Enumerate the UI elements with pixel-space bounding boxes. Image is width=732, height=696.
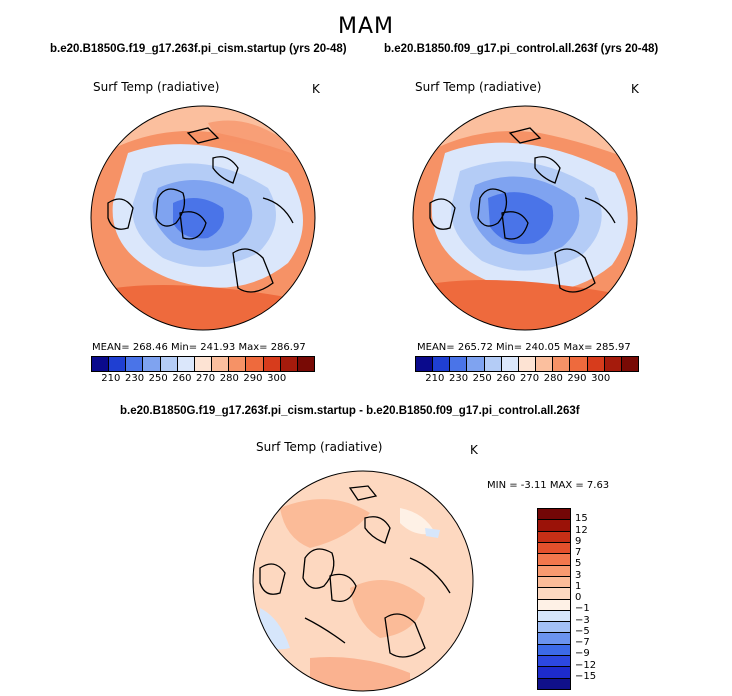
left-polar-map <box>90 105 316 331</box>
diff-variable-label: Surf Temp (radiative) <box>256 440 383 454</box>
left-unit-label: K <box>312 82 320 96</box>
colorbar-swatch <box>538 554 570 566</box>
colorbar-tick-label: 300 <box>267 373 287 384</box>
right-polar-map <box>412 105 638 331</box>
colorbar-tick-label: −12 <box>575 659 597 671</box>
colorbar-tick-label: 250 <box>148 373 168 384</box>
colorbar-swatch <box>246 357 264 371</box>
diff-colorbar <box>537 508 571 690</box>
right-unit-label: K <box>631 82 639 96</box>
colorbar-tick-label: 0 <box>575 592 582 603</box>
colorbar-tick-label: −9 <box>575 648 590 660</box>
colorbar-swatch <box>538 531 570 543</box>
diff-case-title: b.e20.B1850G.f19_g17.263f.pi_cism.startu… <box>120 405 580 417</box>
diff-stats: MIN = -3.11 MAX = 7.63 <box>487 480 610 491</box>
colorbar-tick-label: 260 <box>496 373 516 384</box>
colorbar-tick-label: 280 <box>219 373 239 384</box>
colorbar-swatch <box>536 357 554 371</box>
colorbar-tick-label: 270 <box>196 373 216 384</box>
left-stats: MEAN= 268.46 Min= 241.93 Max= 286.97 <box>92 342 306 353</box>
colorbar-tick-label: 9 <box>575 535 582 547</box>
colorbar-swatch <box>538 520 570 532</box>
colorbar-swatch <box>194 357 213 371</box>
right-colorbar <box>415 356 639 372</box>
colorbar-tick-label: 210 <box>425 373 445 384</box>
colorbar-swatch <box>92 357 110 371</box>
colorbar-tick-label: 5 <box>575 558 582 570</box>
colorbar-tick-label: 290 <box>567 373 587 384</box>
colorbar-tick-label: 3 <box>575 569 582 581</box>
left-variable-label: Surf Temp (radiative) <box>93 80 220 94</box>
colorbar-tick-label: 12 <box>575 524 588 536</box>
colorbar-swatch <box>518 357 537 371</box>
colorbar-tick-label: 290 <box>243 373 263 384</box>
colorbar-swatch <box>538 633 570 645</box>
right-colorbar-ticks: 210 230 250 260 270 280 290 300 <box>423 373 613 384</box>
right-variable-label: Surf Temp (radiative) <box>415 80 542 94</box>
colorbar-swatch <box>570 357 588 371</box>
colorbar-swatch <box>501 357 519 371</box>
colorbar-swatch <box>604 357 622 371</box>
colorbar-swatch <box>538 542 570 555</box>
right-stats: MEAN= 265.72 Min= 240.05 Max= 285.97 <box>417 342 631 353</box>
diff-polar-map <box>252 470 474 692</box>
colorbar-tick-label: −5 <box>575 625 590 637</box>
colorbar-swatch <box>538 588 570 600</box>
colorbar-swatch <box>538 622 570 634</box>
colorbar-swatch <box>538 565 570 577</box>
colorbar-swatch <box>621 357 639 371</box>
colorbar-tick-label: 260 <box>172 373 192 384</box>
colorbar-tick-label: 280 <box>543 373 563 384</box>
right-case-title: b.e20.B1850.f09_g17.pi_control.all.263f … <box>384 43 659 55</box>
colorbar-tick-label: 270 <box>520 373 540 384</box>
diff-colorbar-ticks: 15 12 9 7 5 3 1 0 −1 −3 −5 −7 −9 −12 −15 <box>575 508 615 688</box>
left-colorbar-ticks: 210 230 250 260 270 280 290 300 <box>99 373 289 384</box>
colorbar-swatch <box>212 357 230 371</box>
colorbar-swatch <box>538 509 570 521</box>
colorbar-tick-label: −7 <box>575 637 590 648</box>
colorbar-swatch <box>280 357 298 371</box>
season-title: MAM <box>337 14 394 39</box>
colorbar-swatch <box>433 357 451 371</box>
colorbar-tick-label: 230 <box>448 373 469 384</box>
colorbar-swatch <box>587 357 605 371</box>
colorbar-swatch <box>538 610 570 623</box>
left-case-title: b.e20.B1850G.f19_g17.263f.pi_cism.startu… <box>50 43 347 55</box>
colorbar-tick-label: −15 <box>575 670 597 682</box>
colorbar-swatch <box>467 357 485 371</box>
colorbar-swatch <box>484 357 502 371</box>
left-colorbar <box>91 356 315 372</box>
colorbar-swatch <box>538 576 570 589</box>
colorbar-tick-label: 1 <box>575 580 582 592</box>
colorbar-tick-label: 230 <box>124 373 145 384</box>
colorbar-tick-label: 7 <box>575 547 582 558</box>
colorbar-swatch <box>143 357 161 371</box>
colorbar-swatch <box>263 357 281 371</box>
colorbar-swatch <box>229 357 247 371</box>
diff-unit-label: K <box>470 443 478 457</box>
colorbar-swatch <box>538 656 570 668</box>
colorbar-swatch <box>538 678 570 689</box>
colorbar-tick-label: −1 <box>575 603 590 615</box>
colorbar-tick-label: 15 <box>575 513 588 525</box>
colorbar-tick-label: 210 <box>101 373 121 384</box>
colorbar-swatch <box>538 667 570 679</box>
colorbar-swatch <box>109 357 127 371</box>
colorbar-swatch <box>538 644 570 657</box>
colorbar-swatch <box>297 357 315 371</box>
colorbar-swatch <box>126 357 144 371</box>
colorbar-tick-label: 250 <box>472 373 492 384</box>
colorbar-tick-label: 300 <box>591 373 611 384</box>
colorbar-tick-label: −3 <box>575 614 590 626</box>
colorbar-swatch <box>538 599 570 611</box>
colorbar-swatch <box>416 357 434 371</box>
colorbar-swatch <box>553 357 571 371</box>
colorbar-swatch <box>160 357 178 371</box>
colorbar-swatch <box>177 357 195 371</box>
colorbar-swatch <box>450 357 468 371</box>
